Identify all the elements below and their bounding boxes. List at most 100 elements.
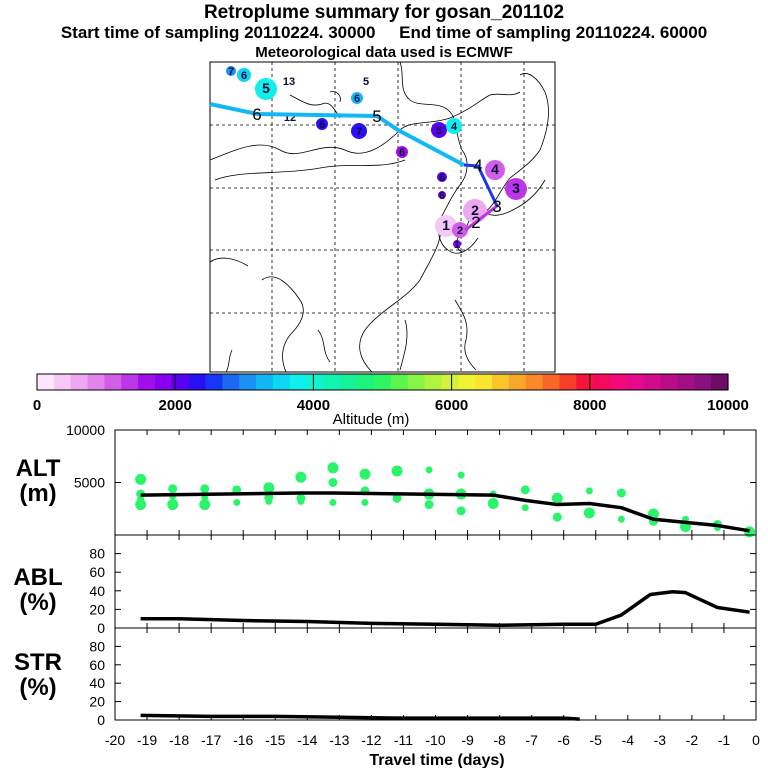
map-cluster-marker	[435, 215, 457, 237]
y-tick-label: 40	[89, 675, 105, 691]
colorbar-swatch	[272, 374, 291, 390]
alt-data-point	[425, 466, 433, 474]
alt-data-point	[200, 484, 210, 494]
x-tick-label: -4	[622, 732, 635, 748]
alt-data-point	[361, 498, 369, 506]
map-cluster-label: 13	[283, 76, 295, 88]
map-cluster-marker	[351, 92, 363, 104]
y-tick-label: 20	[89, 694, 105, 710]
map-cluster-label: 5	[363, 76, 369, 88]
colorbar-swatch	[694, 374, 712, 390]
colorbar-swatch	[239, 374, 257, 390]
alt-data-point	[135, 499, 147, 511]
colorbar-swatch	[643, 374, 662, 390]
plume-track-recent	[463, 163, 499, 207]
alt-panel-unit: (m)	[19, 480, 56, 507]
str-panel-frame	[114, 627, 757, 721]
x-tick-label: -17	[201, 732, 221, 748]
alt-data-point	[520, 485, 530, 495]
map-cluster-marker	[485, 160, 505, 180]
x-tick-label: -14	[297, 732, 317, 748]
colorbar-swatch	[508, 374, 527, 390]
abl-panel-label: ABL	[13, 564, 62, 591]
map-cluster-marker	[255, 78, 277, 100]
map-cluster-marker	[431, 122, 447, 138]
x-tick-label: -8	[493, 732, 506, 748]
alt-data-point	[297, 497, 305, 505]
map-track-day-label: 3	[492, 197, 501, 216]
map-graticule	[210, 62, 555, 372]
map-cluster-marker	[396, 146, 408, 158]
alt-data-point	[392, 493, 402, 503]
colorbar-swatch	[154, 374, 173, 390]
colorbar-swatch	[289, 374, 308, 390]
alt-data-point	[168, 484, 178, 494]
map-cluster-label: 1	[454, 239, 460, 251]
x-axis: -20 -19 -18 -17 -16 -15 -14 -13 -12 -11 -10 -9 -8 -7-…	[105, 732, 760, 748]
map-cluster-label: 6	[319, 119, 325, 131]
map-cluster-label: 4	[451, 121, 458, 133]
alt-data-point	[295, 471, 307, 483]
colorbar-swatch	[306, 374, 325, 390]
str-panel-unit: (%)	[19, 674, 56, 701]
y-tick-label: 80	[89, 546, 105, 562]
colorbar-swatch	[53, 374, 72, 390]
map-cluster-marker	[452, 222, 468, 238]
colorbar-swatches	[37, 374, 729, 390]
map-cluster-marker	[453, 240, 461, 248]
x-tick-label: -18	[169, 732, 189, 748]
colorbar-swatch	[256, 374, 274, 390]
alt-data-point	[391, 465, 403, 477]
y-tick-label: 80	[89, 638, 105, 654]
x-tick-label: -2	[686, 732, 699, 748]
x-tick-label: -10	[425, 732, 445, 748]
map-frame	[209, 61, 556, 373]
colorbar-swatch	[357, 374, 375, 390]
colorbar-swatch	[374, 374, 392, 390]
map-coastlines	[210, 62, 550, 372]
map-cluster-label: 6	[354, 93, 360, 105]
colorbar-swatch	[87, 374, 106, 390]
map-cluster-marker	[446, 118, 462, 134]
alt-panel-label: ALT	[16, 455, 61, 482]
colorbar-swatch	[171, 374, 190, 390]
map-track-day-label: 6	[252, 105, 261, 124]
alt-data-point	[583, 507, 595, 519]
colorbar-swatch	[610, 374, 628, 390]
y-tick-label: 40	[89, 583, 105, 599]
x-tick-label: 0	[752, 732, 760, 748]
x-tick-label: -6	[557, 732, 570, 748]
alt-data-point	[487, 498, 499, 509]
colorbar-swatch	[121, 374, 139, 390]
x-tick-label: -19	[137, 732, 157, 748]
alt-data-point	[199, 499, 211, 511]
x-tick-label: -3	[654, 732, 667, 748]
alt-data-point	[359, 468, 371, 480]
alt-data-point	[263, 482, 275, 494]
alt-data-point	[135, 473, 147, 485]
x-tick-label: -9	[461, 732, 474, 748]
map-cluster-label: 6	[399, 147, 405, 159]
colorbar-swatch	[576, 374, 594, 390]
colorbar-swatch	[441, 374, 459, 390]
meteorological-data-label: Meteorological data used is ECMWF	[255, 44, 513, 61]
colorbar-swatch	[542, 374, 561, 390]
x-tick-label: -15	[265, 732, 285, 748]
alt-data-point	[327, 462, 339, 474]
x-tick-label: -5	[590, 732, 603, 748]
colorbar-swatch	[138, 374, 156, 390]
alt-data-point	[585, 487, 593, 495]
map-cluster-marker	[237, 68, 251, 82]
map-cluster-label: 1	[442, 217, 450, 233]
start-time-label: Start time of sampling 20110224. 30000	[60, 23, 376, 42]
colorbar-swatch	[593, 374, 611, 390]
map-cluster-marker	[437, 172, 447, 182]
y-tick-label: 20	[89, 601, 105, 617]
map-track-day-label: 5	[372, 107, 381, 126]
colorbar-swatch	[424, 374, 443, 390]
map-cluster-label: 2	[457, 225, 463, 237]
map-track-day-label: 4	[473, 156, 482, 175]
map-cluster-marker	[351, 123, 367, 139]
